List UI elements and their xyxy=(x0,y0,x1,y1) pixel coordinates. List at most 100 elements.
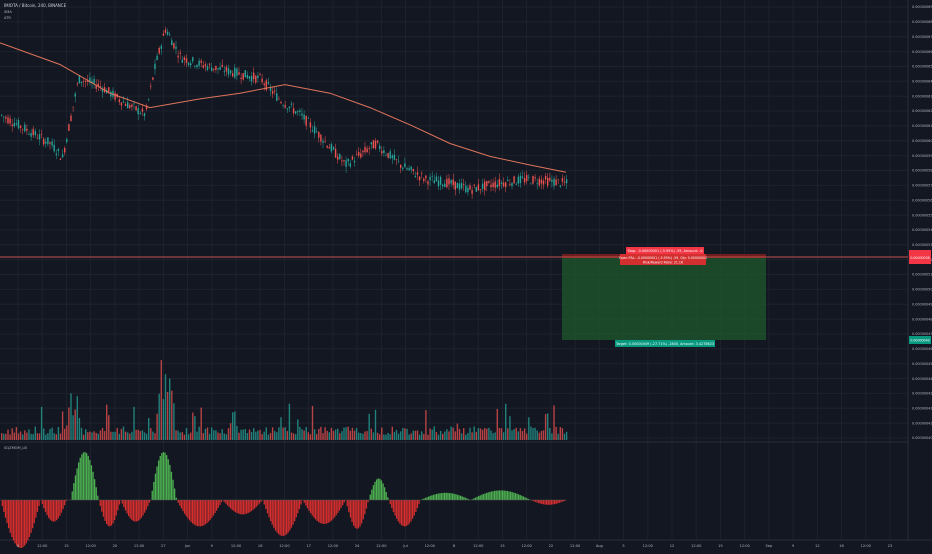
time-tick-label: 12:00 xyxy=(473,544,484,548)
momentum-bar xyxy=(463,497,464,500)
volume-bar xyxy=(474,426,475,440)
momentum-bar xyxy=(447,493,448,500)
volume-bar xyxy=(318,429,319,440)
volume-bar xyxy=(64,429,65,440)
momentum-bar xyxy=(374,482,375,500)
momentum-bar xyxy=(378,478,379,500)
candle-body xyxy=(406,168,407,169)
time-tick-label: 12:00 xyxy=(376,544,387,548)
volume-bar xyxy=(100,431,101,440)
momentum-bar xyxy=(30,500,31,533)
candle-body xyxy=(492,183,493,187)
momentum-bar xyxy=(310,500,311,513)
volume-bar xyxy=(417,431,418,440)
momentum-bar xyxy=(402,500,403,526)
momentum-bar xyxy=(351,500,352,522)
price-tick-label: 0.00000041 xyxy=(912,421,932,425)
price-tick-label: 0.00000055 xyxy=(912,213,932,217)
candle-body xyxy=(41,134,42,135)
candle-body xyxy=(293,108,294,113)
momentum-bar xyxy=(32,500,33,528)
time-tick-label: 16 xyxy=(839,544,844,548)
candle-body xyxy=(138,108,139,114)
price-tick-label: 0.00000048 xyxy=(912,317,932,321)
volume-bar xyxy=(12,428,13,440)
candle-body xyxy=(371,142,372,144)
volume-bar xyxy=(415,431,416,440)
volume-bar xyxy=(324,427,325,440)
momentum-bar xyxy=(376,479,377,500)
volume-bar xyxy=(30,434,31,440)
candle-body xyxy=(154,64,155,69)
momentum-bar xyxy=(34,500,35,523)
volume-bar xyxy=(366,431,367,440)
symbol-label[interactable]: IMIOTA / Bitcoin, 240, BINANCE xyxy=(4,3,67,8)
volume-bar xyxy=(259,430,260,440)
momentum-bar xyxy=(16,500,17,546)
momentum-bar xyxy=(176,498,177,500)
volume-bar xyxy=(448,431,449,440)
candle-body xyxy=(524,178,525,182)
volume-bar xyxy=(362,434,363,440)
volume-bar xyxy=(282,428,283,440)
volume-bar xyxy=(186,428,187,440)
indicator-atr-label[interactable]: ATR xyxy=(4,16,11,20)
momentum-bar xyxy=(313,500,314,518)
momentum-bar xyxy=(381,480,382,500)
volume-bar xyxy=(96,433,97,440)
volume-bar xyxy=(436,432,437,440)
momentum-bar xyxy=(243,500,244,514)
volume-bar xyxy=(440,431,441,440)
momentum-bar xyxy=(11,500,12,537)
time-tick-label: 24 xyxy=(355,544,360,548)
volume-bar xyxy=(171,391,172,440)
momentum-bar xyxy=(462,496,463,500)
momentum-bar xyxy=(172,480,173,500)
momentum-bar xyxy=(407,500,408,525)
volume-bar xyxy=(450,426,451,440)
volume-bar xyxy=(291,433,292,440)
momentum-bar xyxy=(548,500,549,505)
volume-bar xyxy=(7,430,8,440)
volume-bar xyxy=(337,429,338,440)
volume-bar xyxy=(442,434,443,440)
momentum-bar xyxy=(104,500,105,521)
indicator-sma-label[interactable]: SMA xyxy=(4,10,12,14)
volume-bar xyxy=(213,430,214,440)
price-marker-label: 0.00000058 xyxy=(910,256,929,260)
momentum-bar xyxy=(126,500,127,513)
volume-bar xyxy=(469,428,470,440)
momentum-bar xyxy=(163,452,164,500)
volume-bar xyxy=(72,415,73,440)
momentum-bar xyxy=(502,490,503,500)
momentum-bar xyxy=(541,500,542,504)
momentum-bar xyxy=(348,500,349,512)
volume-bar xyxy=(543,430,544,440)
momentum-bar xyxy=(273,500,274,528)
volume-bar xyxy=(205,429,206,440)
time-tick-label: 12:00 xyxy=(425,544,436,548)
momentum-bar xyxy=(526,498,527,500)
momentum-bar xyxy=(359,500,360,527)
momentum-bar xyxy=(123,500,124,507)
time-tick-label: 12:00 xyxy=(328,544,339,548)
momentum-bar xyxy=(18,500,19,547)
momentum-bar xyxy=(332,500,333,519)
candle-body xyxy=(16,123,17,124)
volume-bar xyxy=(144,432,145,440)
momentum-bar xyxy=(206,500,207,523)
volume-bar xyxy=(93,431,94,440)
volume-bar xyxy=(457,424,458,440)
oscillator-label[interactable]: SQZMOM_LB xyxy=(4,446,27,450)
volume-bar xyxy=(421,431,422,440)
momentum-bar xyxy=(535,500,536,502)
momentum-bar xyxy=(358,500,359,528)
price-tick-label: 0.00000069 xyxy=(912,5,932,9)
volume-bar xyxy=(495,432,496,440)
candle-body xyxy=(499,179,500,186)
momentum-bar xyxy=(216,500,217,511)
candle-body xyxy=(209,64,210,65)
volume-bar xyxy=(341,431,342,440)
momentum-bar xyxy=(208,500,209,522)
